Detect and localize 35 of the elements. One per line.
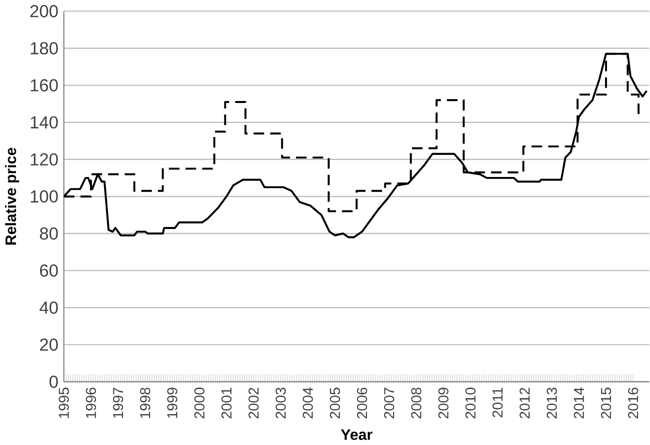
x-tick-label: 2013 [546, 388, 557, 418]
x-tick-label: 1996 [86, 388, 96, 418]
x-tick-label: 2009 [438, 388, 448, 418]
y-axis-title: Relative price [5, 148, 20, 245]
x-tick-label: 2008 [411, 388, 422, 418]
x-tick-label: 2004 [302, 388, 313, 418]
x-axis-title: Year [340, 429, 372, 440]
y-tick-label: 180 [30, 42, 58, 54]
y-tick-label: 100 [30, 190, 58, 203]
y-tick-label: 0 [50, 376, 58, 388]
x-tick-label: 2002 [248, 388, 259, 418]
x-tick-label: 2000 [194, 388, 204, 418]
y-tick-label: 200 [30, 5, 58, 18]
x-tick-label: 2007 [384, 388, 394, 418]
y-tick-label: 40 [40, 301, 58, 314]
x-tick-label: 2010 [465, 388, 476, 418]
x-tick-label: 2016 [628, 388, 638, 418]
y-tick-label: 120 [30, 153, 58, 166]
y-tick-label: 160 [30, 79, 58, 92]
x-tick-label: 1998 [140, 388, 150, 418]
y-tick-label: 80 [40, 227, 58, 240]
x-tick-label: 1997 [112, 388, 124, 418]
x-tick-label: 2003 [276, 388, 286, 418]
x-tick-label: 2011 [492, 388, 503, 418]
x-tick-label: 2014 [574, 388, 584, 418]
y-tick-label: 140 [30, 116, 58, 128]
x-tick-label: 2015 [600, 388, 612, 418]
y-tick-label: 60 [40, 264, 58, 277]
x-tick-label: 2001 [221, 388, 232, 418]
x-tick-label: 2006 [356, 388, 368, 418]
x-tick-label: 1999 [167, 388, 178, 418]
x-tick-label: 2005 [330, 388, 340, 418]
x-tick-label: 2012 [520, 388, 530, 418]
x-tick-label: 1995 [58, 388, 69, 418]
y-tick-label: 20 [40, 338, 58, 351]
